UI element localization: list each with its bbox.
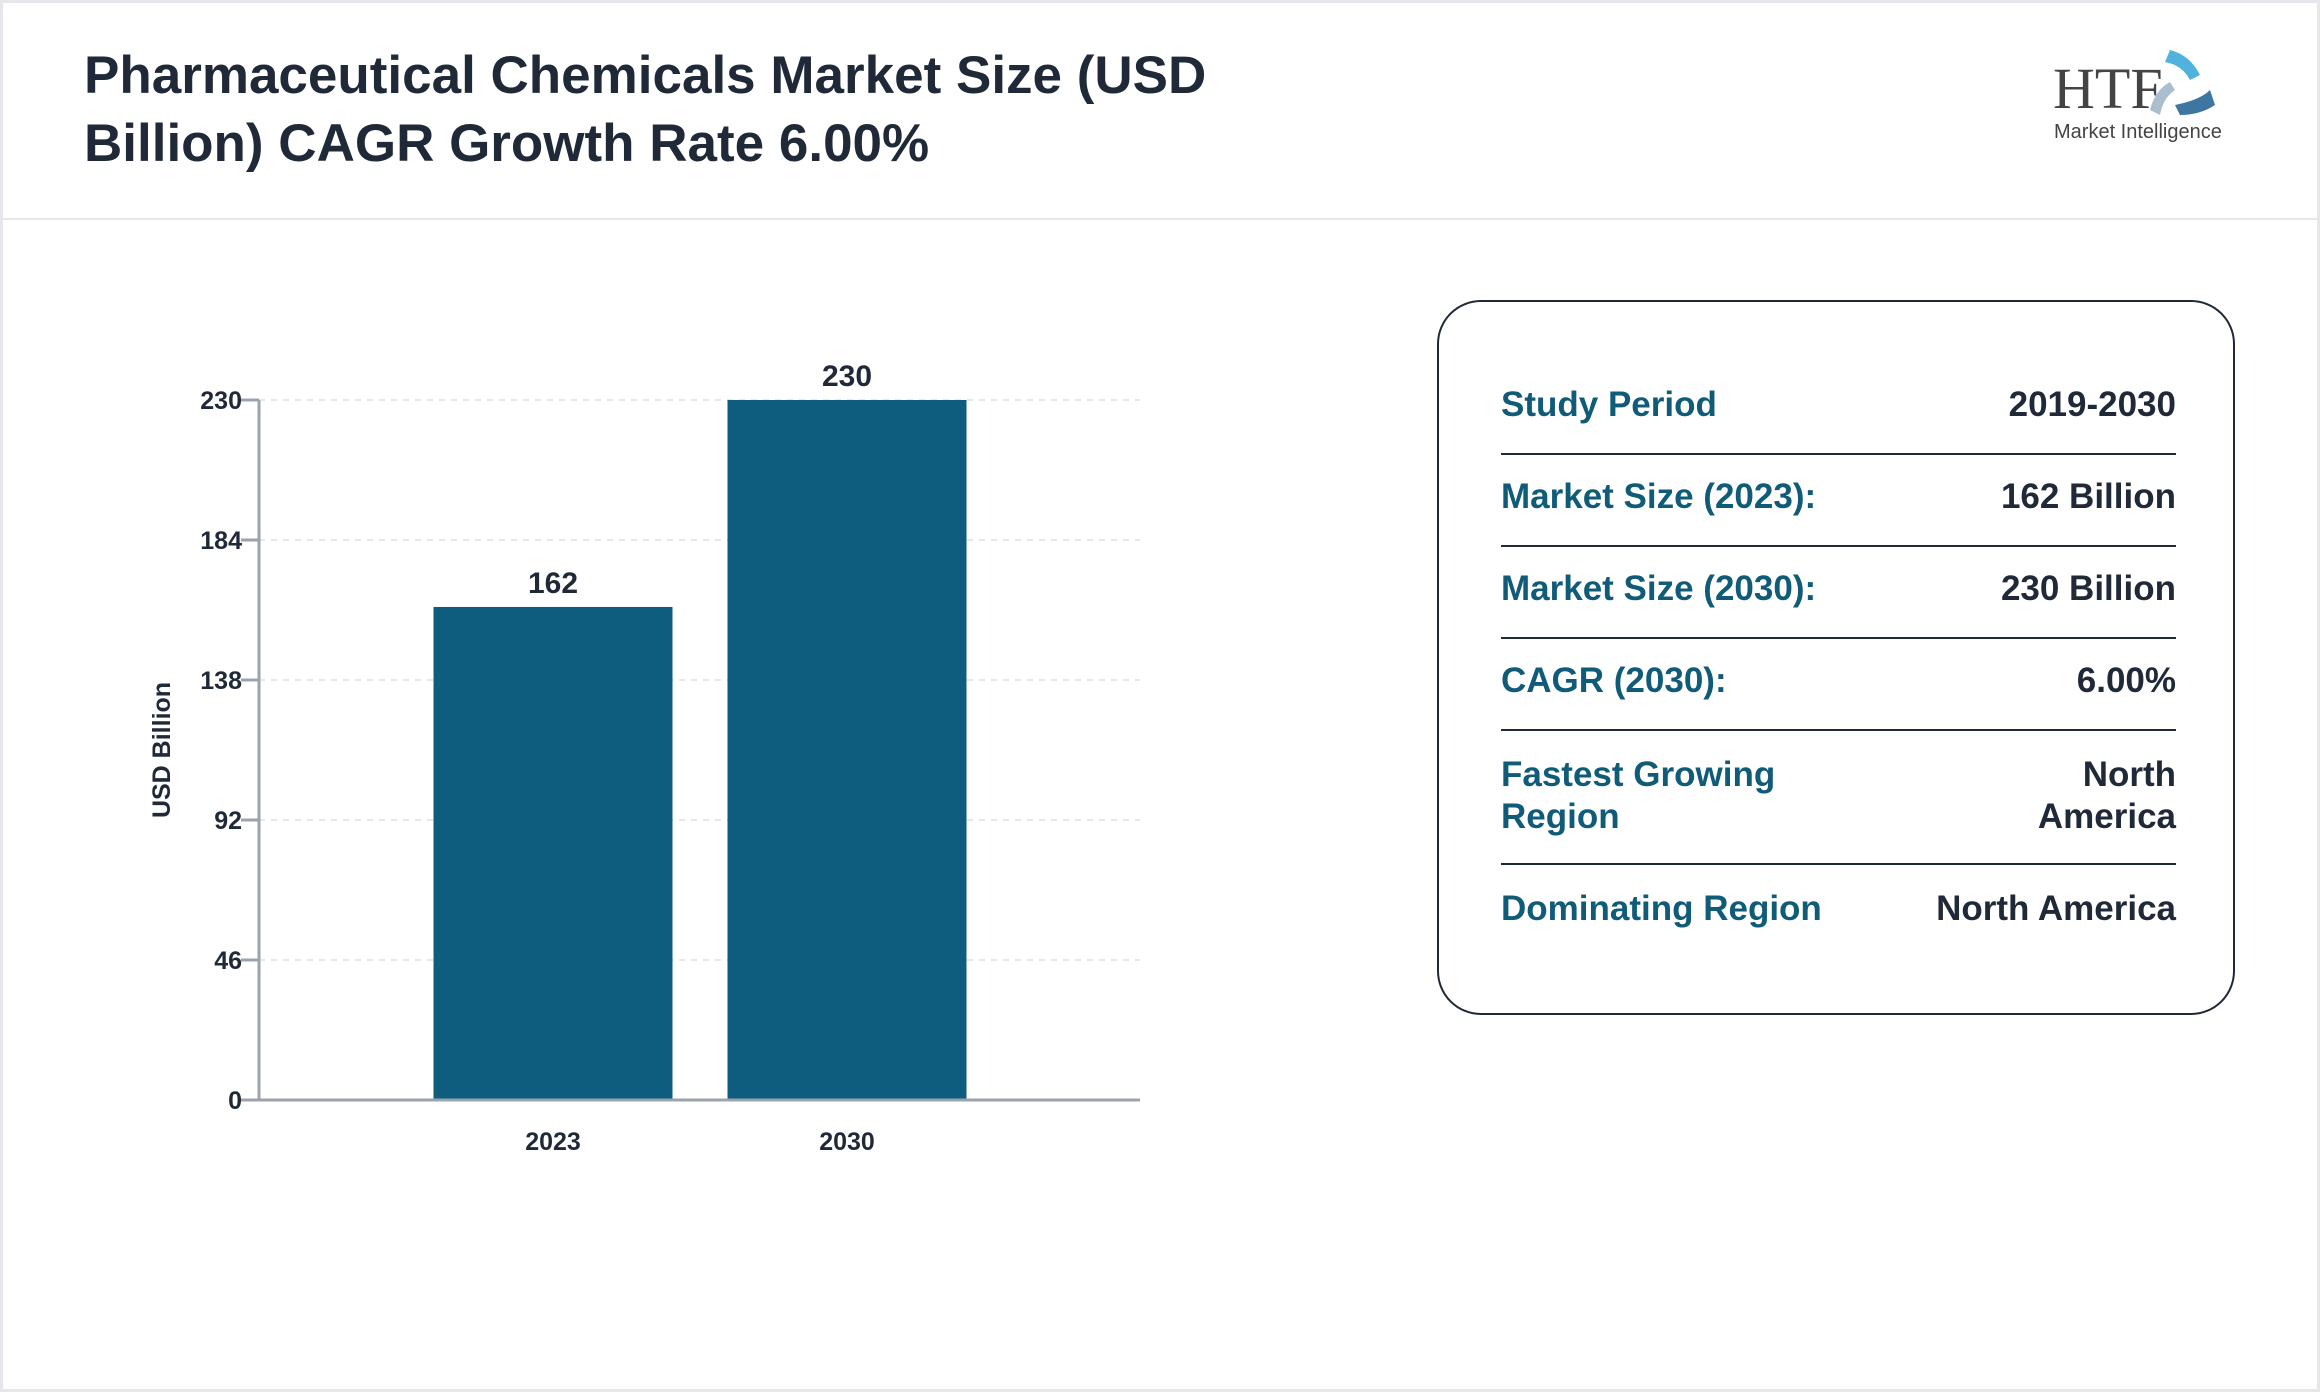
row-divider [1501, 863, 2176, 865]
info-label: CAGR (2030): [1501, 661, 1727, 700]
y-tick-label: 92 [214, 807, 242, 835]
bar-chart: USD Billion 0 46 92 138 184 230 162 2023 230 2030 [148, 360, 1140, 1156]
info-row: Market Size (2030): 230 Billion [1501, 567, 2176, 611]
row-divider [1501, 729, 2176, 731]
info-value: 6.00% [2076, 661, 2176, 700]
info-label: Market Size (2023): [1501, 477, 1817, 516]
info-label: Study Period [1501, 385, 1717, 424]
info-value: 230 Billion [2000, 569, 2176, 608]
y-tick-label: 46 [214, 947, 242, 975]
info-value: North America [2037, 755, 2176, 836]
page-title: Pharmaceutical Chemicals Market Size (US… [84, 46, 1207, 173]
logo-figure-3 [2175, 90, 2215, 115]
info-row: CAGR (2030): 6.00% [1501, 659, 2176, 703]
market-info-card: Study Period 2019-2030 Market Size (2023):… [1437, 300, 2235, 1015]
info-row: Fastest Growing Region North America [1501, 754, 2176, 838]
data-label: 162 [528, 567, 578, 600]
x-tick-label: 2030 [819, 1128, 875, 1156]
x-tick-label: 2023 [525, 1128, 581, 1156]
bar-2023 [433, 606, 673, 1100]
info-label: Dominating Region [1501, 889, 1822, 928]
info-label: Fastest Growing Region [1501, 755, 1776, 836]
info-value: 2019-2030 [2008, 385, 2176, 424]
y-tick-label: 138 [200, 667, 242, 695]
info-label: Market Size (2030): [1501, 569, 1817, 608]
info-value: 162 Billion [2000, 477, 2176, 516]
logo-subtext: Market Intelligence [2054, 121, 2222, 143]
y-tick-label: 184 [200, 527, 242, 555]
row-divider [1501, 545, 2176, 547]
logo-figure-1 [2165, 50, 2200, 80]
logo-text: HTF [2053, 56, 2163, 121]
y-tick-label: 230 [200, 387, 242, 415]
bar-2030 [727, 400, 967, 1100]
y-axis-label: USD Billion [148, 682, 176, 818]
data-label: 230 [822, 360, 872, 393]
row-divider [1501, 453, 2176, 455]
info-row: Study Period 2019-2030 [1501, 383, 2176, 427]
info-row: Dominating Region North America [1501, 887, 2176, 931]
row-divider [1501, 637, 2176, 639]
y-tick-label: 0 [228, 1087, 242, 1115]
info-row: Market Size (2023): 162 Billion [1501, 475, 2176, 519]
logo-figure-2 [2150, 82, 2175, 115]
header-divider [0, 218, 2320, 220]
htf-logo: HTF Market Intelligence [2053, 50, 2222, 143]
info-value: North America [1936, 889, 2176, 928]
